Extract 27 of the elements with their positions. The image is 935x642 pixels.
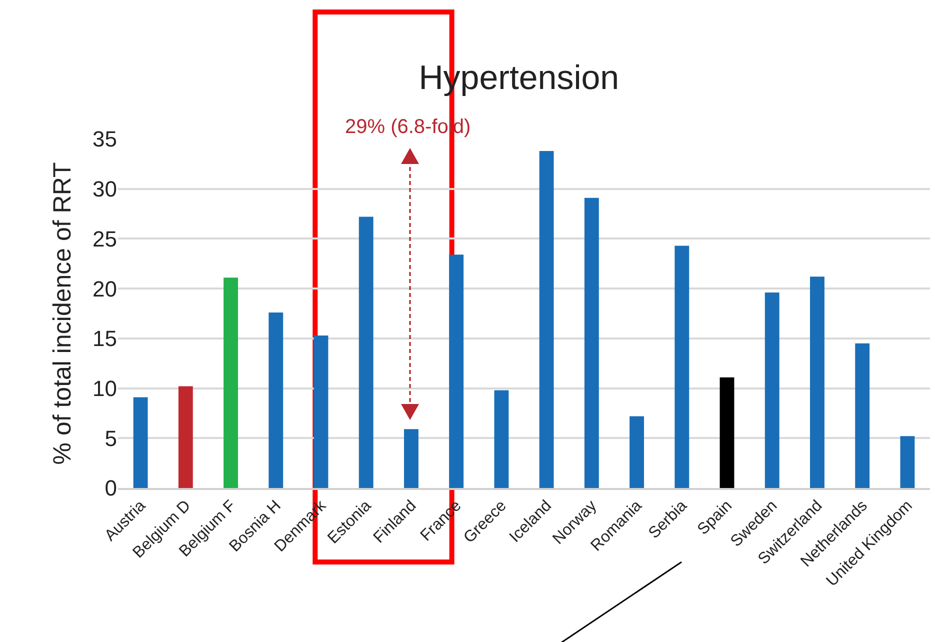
y-tick-label: 10 (92, 376, 117, 401)
bar (268, 312, 284, 488)
y-tick-label: 25 (92, 226, 117, 252)
y-axis-title: % of total incidence of RRT (48, 162, 76, 465)
y-tick-label: 5 (104, 426, 117, 451)
bar (449, 254, 464, 488)
bar (900, 436, 915, 488)
bar (178, 386, 193, 488)
bar (764, 292, 780, 488)
bar (720, 377, 734, 488)
bar (358, 216, 374, 488)
y-tick-label: 15 (92, 326, 117, 352)
bar (494, 390, 509, 488)
bar (674, 246, 690, 488)
bar (404, 429, 418, 488)
bar (224, 278, 238, 488)
y-tick-label: 0 (104, 476, 117, 501)
bar (314, 335, 328, 488)
bar (855, 343, 870, 488)
y-tick-label: 35 (92, 126, 117, 152)
bar (810, 276, 824, 488)
y-tick-label: 30 (92, 176, 117, 202)
bar (584, 198, 599, 488)
y-tick-label: 20 (92, 276, 117, 302)
bar (539, 150, 554, 488)
bar (630, 416, 644, 488)
bar (133, 397, 148, 488)
